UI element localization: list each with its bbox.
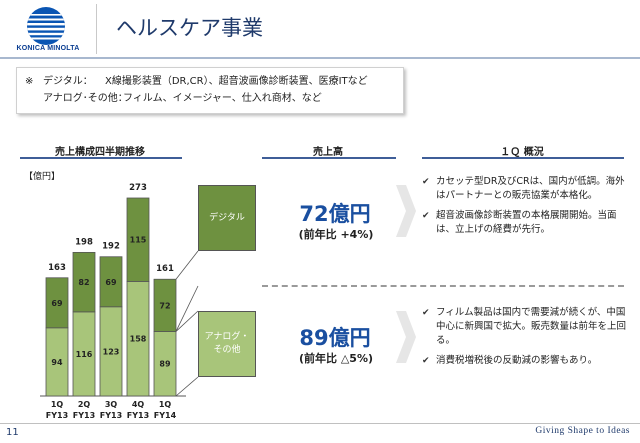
analog-overview-list: ✔ フィルム製品は国内で需要減が続くが、中国中心に新興国で拡大。販売数量は前年を… xyxy=(422,306,632,374)
total-label: 161 xyxy=(156,264,174,274)
konica-minolta-globe-icon xyxy=(27,7,65,45)
header: KONICA MINOLTA ヘルスケア事業 xyxy=(0,0,640,60)
connector-line xyxy=(175,285,199,332)
list-item: ✔ フィルム製品は国内で需要減が続くが、中国中心に新興国で拡大。販売数量は前年を… xyxy=(422,307,627,346)
list-item: ✔ 消費税増税後の反動減の影響もあり。 xyxy=(422,355,598,366)
header-rule xyxy=(0,57,640,59)
header-divider xyxy=(96,4,97,54)
check-icon: ✔ xyxy=(422,211,430,221)
chart-section-rule xyxy=(20,157,182,159)
note-text-digital: X線撮影装置（DR,CR）、超音波画像診断装置、医療ITなど xyxy=(105,76,368,87)
bar-segment xyxy=(99,256,123,308)
digital-category-box: デジタル xyxy=(198,185,256,251)
tick-label: FY13 xyxy=(100,411,122,420)
note-row-analog: アナログ･その他：フィルム、イメージャー、仕入れ商材、など xyxy=(25,90,395,107)
tick-label: FY13 xyxy=(127,411,149,420)
footer-rule xyxy=(0,423,640,424)
bar-segment xyxy=(126,197,150,282)
segment-note-box: ※ デジタル： X線撮影装置（DR,CR）、超音波画像診断装置、医療ITなど アナロ… xyxy=(16,67,404,114)
chart-section-title: 売上構成四半期推移 xyxy=(55,147,145,158)
tick-label: FY13 xyxy=(46,411,68,420)
total-label: 198 xyxy=(75,237,93,247)
total-label: 192 xyxy=(102,242,120,252)
digital-sales-value: 72億円 xyxy=(299,202,371,226)
analog-category-label-line2: その他 xyxy=(213,345,241,355)
digital-overview-list: ✔ カセッテ型DR及びCRは、国内が低調。海外はパートナーとの販売協業が本格化。… xyxy=(422,175,632,243)
brand-logo-text: KONICA MINOLTA xyxy=(16,45,80,52)
chevron-right-icon xyxy=(396,311,416,363)
slogan: Giving Shape to Ideas xyxy=(535,426,630,436)
note-text-analog: フィルム、イメージャー、仕入れ商材、など xyxy=(123,93,322,104)
total-label: 273 xyxy=(129,183,147,193)
check-icon: ✔ xyxy=(422,308,430,318)
data-label: 69 xyxy=(105,278,117,287)
analog-category-label-line1: アナログ・ xyxy=(204,332,250,342)
analog-sales-yoy: (前年比 △5%) xyxy=(298,352,374,365)
connector-line xyxy=(175,250,199,280)
sales-section-rule xyxy=(262,157,396,159)
tick-label: 1Q xyxy=(51,400,64,409)
tick-label: 2Q xyxy=(78,400,91,409)
check-icon: ✔ xyxy=(422,356,430,366)
tick-label: 4Q xyxy=(132,400,145,409)
list-item: ✔ カセッテ型DR及びCRは、国内が低調。海外はパートナーとの販売協業が本格化。 xyxy=(422,176,625,201)
list-item: ✔ 超音波画像診断装置の本格展開開始。当面は、立上げの経費が先行。 xyxy=(422,210,617,235)
tick-label: 3Q xyxy=(105,400,118,409)
unit-label: 【億円】 xyxy=(24,172,61,182)
data-label: 89 xyxy=(159,360,171,369)
check-icon: ✔ xyxy=(422,177,430,187)
sales-section-title: 売上高 xyxy=(313,147,343,158)
section-separator xyxy=(262,285,624,287)
page-title: ヘルスケア事業 xyxy=(116,16,263,40)
total-label: 163 xyxy=(48,263,66,273)
data-label: 158 xyxy=(130,335,147,344)
tick-label: 1Q xyxy=(159,400,172,409)
data-label: 94 xyxy=(51,358,63,367)
connector-line xyxy=(175,310,199,332)
bar-segment xyxy=(72,251,96,313)
bar-segment xyxy=(45,277,69,329)
data-label: 115 xyxy=(130,236,147,245)
data-label: 82 xyxy=(78,278,89,287)
data-label: 72 xyxy=(159,301,170,310)
tick-label: FY14 xyxy=(154,411,177,420)
note-label-analog: アナログ･その他： xyxy=(43,93,128,104)
note-label-digital: デジタル： xyxy=(43,76,93,87)
bar-segment xyxy=(153,278,177,332)
chevron-right-icon xyxy=(396,185,416,237)
overview-section-title: １Ｑ 概況 xyxy=(500,147,544,158)
tick-label: FY13 xyxy=(73,411,95,420)
page-number: 11 xyxy=(6,427,19,438)
analog-sales-value: 89億円 xyxy=(299,326,371,350)
digital-sales-yoy: (前年比 +4%) xyxy=(298,228,374,241)
overview-section-rule xyxy=(422,157,624,159)
note-row-digital: ※ デジタル： X線撮影装置（DR,CR）、超音波画像診断装置、医療ITなど xyxy=(25,73,395,90)
data-label: 116 xyxy=(76,350,93,359)
data-label: 123 xyxy=(103,347,120,356)
connector-line xyxy=(175,376,199,397)
analog-category-box: アナログ・ その他 xyxy=(198,311,256,377)
note-mark: ※ xyxy=(25,76,34,87)
digital-category-label: デジタル xyxy=(209,212,245,223)
data-label: 69 xyxy=(51,299,63,308)
